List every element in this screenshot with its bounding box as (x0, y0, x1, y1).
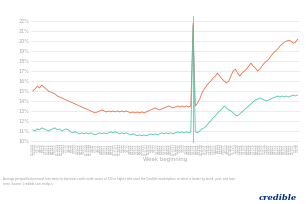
Text: credible: credible (259, 194, 297, 202)
X-axis label: Week beginning: Week beginning (143, 157, 187, 162)
Text: Average prequalified personal loan rates for borrowers with credit scores of 720: Average prequalified personal loan rates… (3, 177, 235, 186)
